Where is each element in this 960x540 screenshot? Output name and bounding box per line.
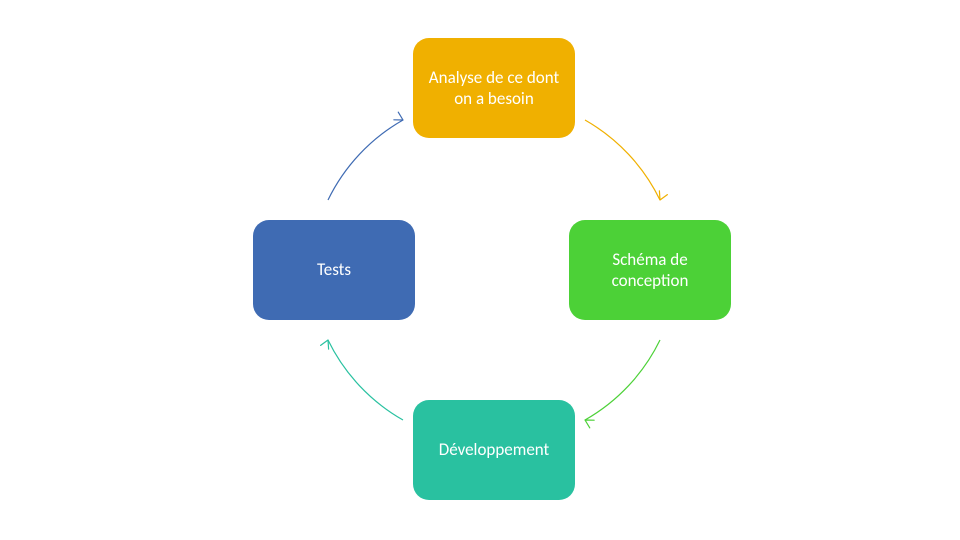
arrow-dev-to-tests (321, 340, 403, 420)
arrow-analyse-to-schema (585, 120, 667, 200)
arrow-tests-to-analyse (328, 112, 403, 200)
node-label: Analyse de ce dont on a besoin (423, 67, 565, 110)
cycle-diagram: Analyse de ce dont on a besoin Schéma de … (0, 0, 960, 540)
node-label: Schéma de conception (579, 249, 721, 292)
node-schema: Schéma de conception (569, 220, 731, 320)
node-label: Développement (439, 439, 550, 460)
arrow-schema-to-dev (585, 340, 660, 428)
node-tests: Tests (253, 220, 415, 320)
node-dev: Développement (413, 400, 575, 500)
node-label: Tests (317, 259, 351, 280)
node-analyse: Analyse de ce dont on a besoin (413, 38, 575, 138)
